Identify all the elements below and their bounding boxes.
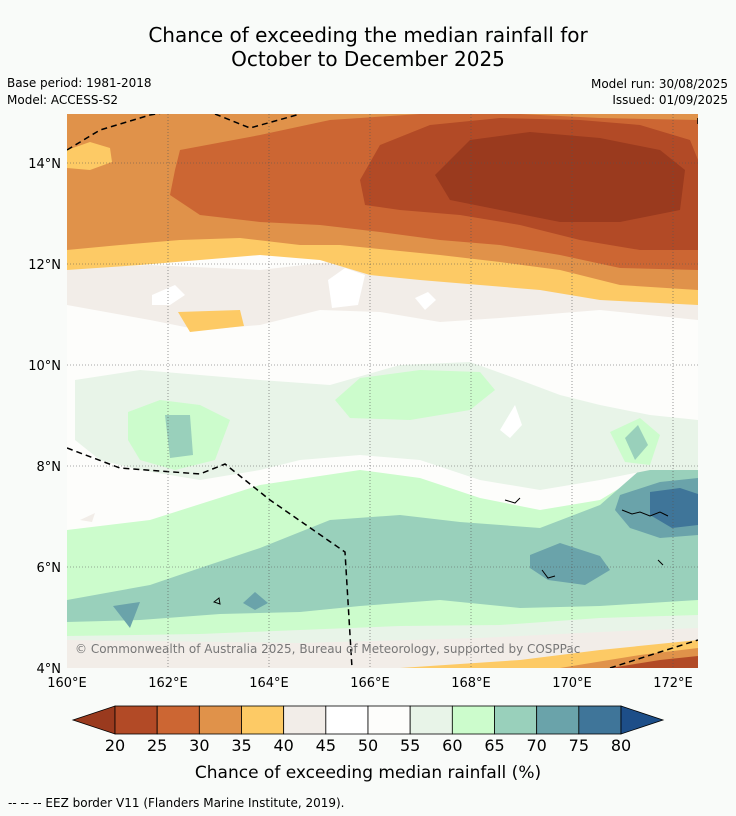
lat-tick-labels: 14°N 12°N 10°N 8°N 6°N 4°N bbox=[28, 157, 61, 677]
lon-tick-label: 170°E bbox=[552, 676, 592, 691]
region-50-patch-mid bbox=[328, 268, 365, 308]
region-75-small bbox=[243, 592, 268, 610]
region-50-patch-east bbox=[500, 405, 522, 438]
region-40-patch bbox=[178, 310, 244, 332]
eez-border-northwest bbox=[67, 114, 161, 151]
map-panel: © Commonwealth of Australia 2025, Bureau… bbox=[67, 114, 698, 668]
region-70-band bbox=[67, 462, 698, 622]
colorbar-tick-label: 30 bbox=[189, 736, 209, 755]
copyright-notice: © Commonwealth of Australia 2025, Bureau… bbox=[75, 642, 580, 656]
lon-tick-label: 168°E bbox=[451, 676, 491, 691]
colorbar-box bbox=[578, 705, 622, 735]
region-60-mid bbox=[75, 362, 698, 490]
colorbar-box bbox=[367, 705, 411, 735]
eez-borders bbox=[67, 114, 698, 668]
lon-tick-label: 166°E bbox=[350, 676, 390, 691]
island-chain-east bbox=[621, 509, 669, 517]
eez-border-southwest bbox=[67, 447, 353, 668]
colorbar-tick-label: 25 bbox=[147, 736, 167, 755]
colorbar-box bbox=[241, 705, 285, 735]
lat-tick-label: 10°N bbox=[28, 359, 61, 374]
lon-tick-label: 164°E bbox=[249, 676, 289, 691]
colorbar-box bbox=[156, 705, 200, 735]
island-southeast bbox=[541, 569, 556, 579]
lat-tick-label: 6°N bbox=[37, 561, 62, 576]
colorbar-tick-label: 55 bbox=[400, 736, 420, 755]
eez-footnote: -- -- -- EEZ border V11 (Flanders Marine… bbox=[8, 796, 345, 810]
colorbar-tick-label: 40 bbox=[273, 736, 293, 755]
region-65-mid bbox=[335, 370, 495, 420]
lon-tick-label: 162°E bbox=[148, 676, 188, 691]
colorbar-extend-low bbox=[71, 705, 116, 735]
colorbar-tick-label: 35 bbox=[231, 736, 251, 755]
colorbar-tick-label: 70 bbox=[526, 736, 546, 755]
colorbar-extend-high bbox=[620, 705, 665, 735]
region-50-patch-west bbox=[152, 285, 185, 305]
colorbar-box bbox=[451, 705, 495, 735]
colorbar-box bbox=[198, 705, 242, 735]
lat-tick-label: 8°N bbox=[37, 460, 62, 475]
region-70-west bbox=[165, 415, 193, 458]
eez-border-southeast bbox=[609, 639, 698, 668]
colorbar-box bbox=[114, 705, 158, 735]
region-70-east-small bbox=[625, 425, 648, 460]
colorbar-tick-labels: 20 25 30 35 40 45 50 55 60 65 70 75 80 bbox=[105, 736, 631, 755]
colorbar-box bbox=[409, 705, 453, 735]
region-50-patch-small bbox=[415, 292, 436, 310]
region-75-west bbox=[113, 602, 140, 628]
region-45-tiny bbox=[80, 513, 95, 522]
colorbar-box bbox=[283, 705, 327, 735]
model-run-label: Model run: 30/08/2025 bbox=[590, 77, 728, 91]
lat-tick-label: 12°N bbox=[28, 258, 61, 273]
region-75-southeast bbox=[530, 543, 610, 585]
map-title-line-1: Chance of exceeding the median rainfall … bbox=[148, 23, 588, 47]
region-20-north bbox=[435, 132, 685, 222]
region-bottom-25 bbox=[610, 656, 698, 668]
islands bbox=[212, 497, 669, 605]
island-chain-mid bbox=[504, 497, 521, 504]
colorbar-title: Chance of exceeding median rainfall (%) bbox=[195, 763, 541, 783]
issued-label: Issued: 01/09/2025 bbox=[612, 93, 728, 107]
region-80-east bbox=[650, 488, 698, 528]
lat-tick-label: 4°N bbox=[37, 662, 62, 677]
lat-tick-label: 14°N bbox=[28, 157, 61, 172]
base-period-label: Base period: 1981-2018 bbox=[7, 76, 152, 90]
colorbar-tick-label: 65 bbox=[484, 736, 504, 755]
lon-tick-labels: 160°E 162°E 164°E 166°E 168°E 170°E 172°… bbox=[47, 676, 693, 691]
lon-tick-label: 160°E bbox=[47, 676, 87, 691]
colorbar-tick-label: 50 bbox=[358, 736, 378, 755]
colorbar-tick-label: 20 bbox=[105, 736, 125, 755]
graticule bbox=[67, 114, 698, 668]
colorbar: 20 25 30 35 40 45 50 55 60 65 70 75 80 Chance of exc… bbox=[71, 705, 665, 783]
colorbar-tick-label: 60 bbox=[442, 736, 462, 755]
model-label: Model: ACCESS-S2 bbox=[7, 93, 119, 107]
colorbar-tick-label: 45 bbox=[316, 736, 336, 755]
eez-border-north bbox=[214, 114, 301, 129]
lon-tick-label: 172°E bbox=[653, 676, 693, 691]
colorbar-box bbox=[494, 705, 538, 735]
colorbar-boxes bbox=[114, 705, 622, 735]
map-title-line-2: October to December 2025 bbox=[231, 47, 505, 71]
colorbar-tick-label: 75 bbox=[569, 736, 589, 755]
island-east-small bbox=[657, 559, 664, 566]
colorbar-box bbox=[325, 705, 369, 735]
colorbar-box bbox=[536, 705, 580, 735]
island-west bbox=[212, 597, 221, 605]
colorbar-tick-label: 80 bbox=[611, 736, 631, 755]
